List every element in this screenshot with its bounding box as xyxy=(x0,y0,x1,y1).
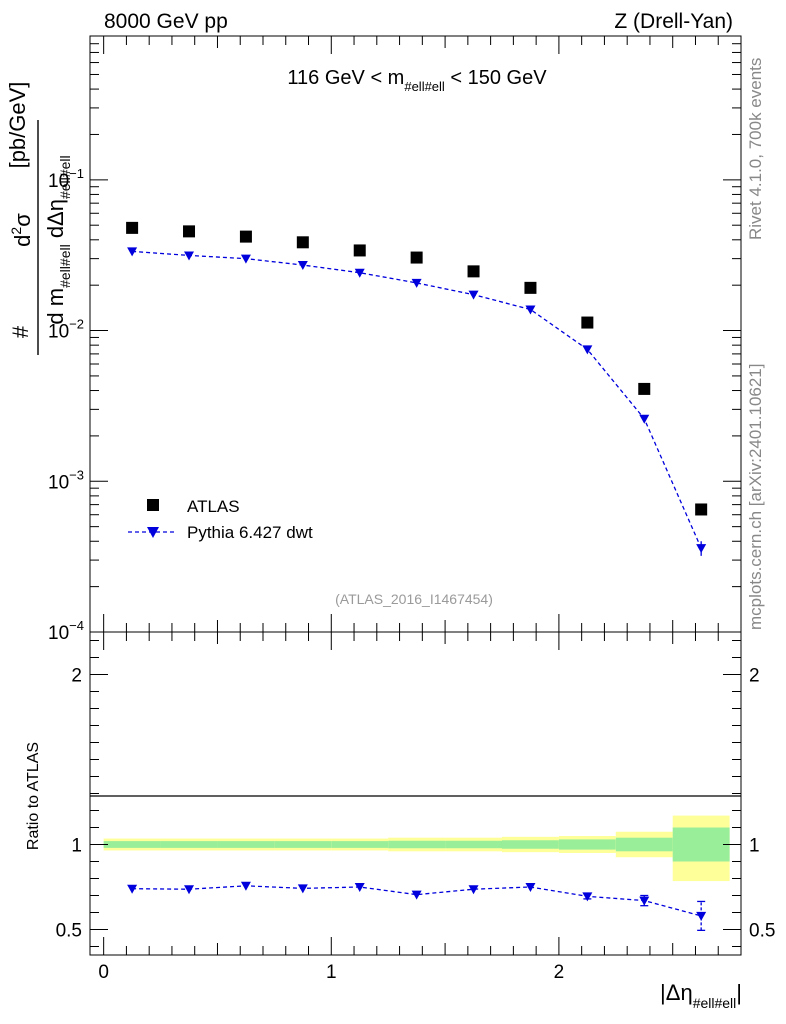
ratio-ytick-label-left: 2 xyxy=(71,666,82,687)
pythia-point xyxy=(127,247,138,257)
atlas-point xyxy=(296,236,309,249)
ratio-ylabel: Ratio to ATLAS xyxy=(25,742,42,850)
ratio-pythia-line xyxy=(132,885,702,917)
header-right: Z (Drell-Yan) xyxy=(614,10,733,33)
mcplots-label: mcplots.cern.ch [arXiv:2401.10621] xyxy=(746,364,765,630)
ylabel-unit: [pb/GeV] xyxy=(5,82,30,169)
main-ytick-label: 10−2 xyxy=(48,317,84,343)
ratio-pythia-point xyxy=(127,884,138,894)
atlas-point xyxy=(638,382,651,395)
atlas-point xyxy=(126,221,139,234)
atlas-points xyxy=(126,221,708,516)
pythia-point xyxy=(639,414,650,424)
ratio-pythia-point xyxy=(297,884,308,894)
main-ticks xyxy=(90,35,741,633)
pythia-point xyxy=(354,268,365,278)
ratio-pythia-point xyxy=(411,890,422,900)
main-ytick-label: 10−1 xyxy=(48,166,84,192)
ratio-pythia-line-group xyxy=(132,885,702,917)
ratio-band-green xyxy=(388,840,446,849)
ratio-band-green xyxy=(274,841,332,848)
xtick-labels: 0 1 2 xyxy=(98,962,564,983)
ratio-band-green xyxy=(672,827,730,862)
atlas-point xyxy=(581,316,594,329)
ratio-ytick-label-right: 2 xyxy=(749,666,760,687)
ratio-ytick-label-left: 1 xyxy=(71,836,82,857)
main-ylabel: # xyxy=(8,325,33,338)
pythia-point xyxy=(525,305,536,315)
title-sub: #ell#ell xyxy=(404,79,445,94)
pythia-point xyxy=(240,254,251,264)
ratio-pythia-point xyxy=(639,896,650,906)
atlas-point xyxy=(524,281,537,294)
ratio-bands xyxy=(103,815,730,882)
ratio-pythia-point xyxy=(468,885,479,895)
legend-atlas-marker xyxy=(147,499,159,511)
main-ytick-label: 10−3 xyxy=(48,467,84,493)
ratio-frame xyxy=(89,631,742,956)
pythia-point xyxy=(696,544,707,554)
rivet-label: Rivet 4.1.0, 700k events xyxy=(746,58,765,240)
pythia-point xyxy=(468,290,479,300)
title-post: < 150 GeV xyxy=(445,67,547,89)
xtick-label: 0 xyxy=(98,962,109,983)
ratio-pythia-points xyxy=(127,881,707,931)
ylabel-fraction: d2σ d m#ell#ell dΔη#ell#ell xyxy=(8,120,73,355)
xtick-label: 1 xyxy=(326,962,337,983)
ylabel-numerator: d2σ xyxy=(8,213,35,247)
atlas-point xyxy=(239,230,252,243)
ratio-panel: 0.5 0.5 1 1 2 2 0 1 2 Ratio to ATLAS |Δη#ell#el… xyxy=(25,631,776,1011)
ratio-band-green xyxy=(103,841,161,848)
pythia-points xyxy=(127,247,707,556)
ylabel-hash: # xyxy=(8,325,33,338)
ratio-band-green xyxy=(501,840,559,849)
atlas-point xyxy=(695,503,708,516)
ratio-band-green xyxy=(445,840,502,849)
atlas-point xyxy=(353,244,366,257)
pythia-point xyxy=(582,345,593,355)
atlas-point xyxy=(410,251,423,264)
main-title: 116 GeV < m#ell#ell < 150 GeV xyxy=(287,67,547,94)
ratio-pythia-point xyxy=(354,883,365,892)
ratio-band-green xyxy=(615,837,673,852)
analysis-watermark: (ATLAS_2016_I1467454) xyxy=(335,591,493,607)
ylabel-denominator: d m#ell#ell dΔη#ell#ell xyxy=(43,155,73,324)
xlabel: |Δη#ell#ell| xyxy=(660,980,742,1011)
legend-atlas-label: ATLAS xyxy=(187,497,240,516)
ratio-band-green xyxy=(160,841,218,848)
header-left: 8000 GeV pp xyxy=(104,10,228,33)
ratio-pythia-point xyxy=(184,885,195,895)
ratio-ytick-label-left: 0.5 xyxy=(56,921,82,942)
ratio-band-green xyxy=(558,839,616,850)
pythia-point xyxy=(184,251,195,261)
main-ytick-label: 10−4 xyxy=(48,618,84,644)
ratio-pythia-point xyxy=(525,883,536,892)
pythia-point xyxy=(411,278,422,288)
ratio-pythia-point xyxy=(240,881,251,891)
main-panel: 10−1 10−2 10−3 10−4 116 GeV < m#ell#ell < 1… xyxy=(5,35,742,644)
pythia-point xyxy=(297,261,308,271)
legend-pythia-marker xyxy=(147,527,159,538)
legend-pythia-label: Pythia 6.427 dwt xyxy=(187,523,313,542)
ratio-ytick-label-right: 1 xyxy=(749,836,760,857)
ratio-band-green xyxy=(331,841,389,848)
atlas-point xyxy=(183,225,196,238)
ratio-pythia-point xyxy=(696,911,707,921)
ratio-ticks xyxy=(90,632,741,955)
main-frame xyxy=(89,35,742,633)
ratio-pythia-point xyxy=(582,892,593,902)
ratio-ytick-labels: 0.5 0.5 1 1 2 2 xyxy=(56,666,776,942)
ratio-ytick-label-right: 0.5 xyxy=(749,921,775,942)
main-ytick-labels: 10−1 10−2 10−3 10−4 xyxy=(48,166,84,644)
legend: ATLAS Pythia 6.427 dwt xyxy=(128,497,313,542)
ratio-band-green xyxy=(217,841,275,848)
atlas-point xyxy=(467,265,480,278)
title-pre: 116 GeV < m xyxy=(287,67,404,89)
xtick-label: 2 xyxy=(554,962,565,983)
